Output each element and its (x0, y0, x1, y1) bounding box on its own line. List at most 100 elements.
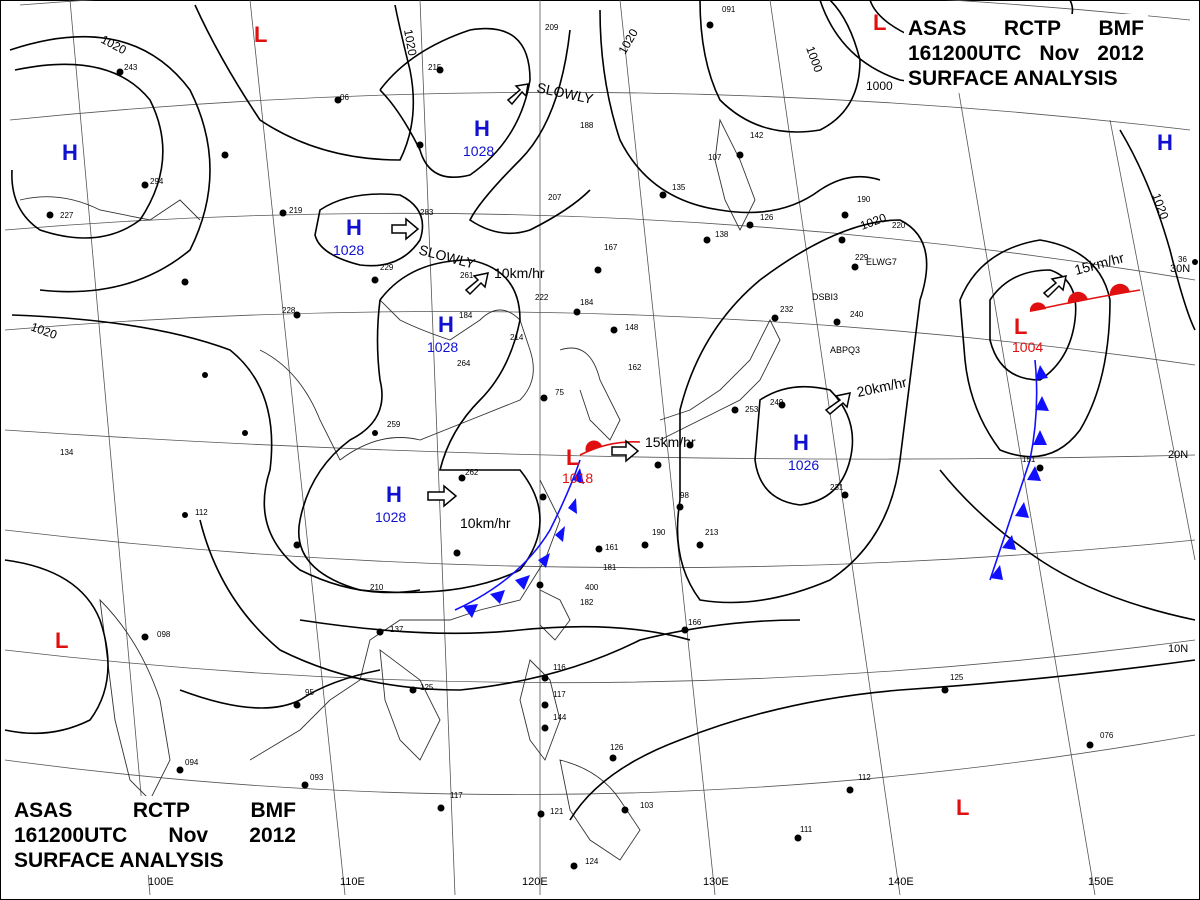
low-center: L (1014, 314, 1027, 339)
station-code: RCTP (132, 799, 191, 822)
latitude-label: 20N (1168, 449, 1188, 461)
station-plots (46, 21, 1198, 870)
svg-text:094: 094 (185, 758, 199, 767)
high-center: H (474, 116, 490, 141)
svg-text:215: 215 (428, 63, 442, 72)
analysis-year: 2012 (1097, 42, 1144, 65)
svg-text:227: 227 (60, 211, 74, 220)
station-labels: ELWG7 DSBI3 ABPQ3 (812, 257, 897, 355)
svg-text:137: 137 (390, 625, 404, 634)
svg-text:229: 229 (855, 253, 869, 262)
svg-text:188: 188 (580, 121, 594, 130)
svg-text:294: 294 (150, 177, 164, 186)
svg-text:264: 264 (457, 359, 471, 368)
svg-text:181: 181 (603, 563, 617, 572)
svg-text:262: 262 (465, 468, 479, 477)
svg-text:06: 06 (340, 93, 349, 102)
latitude-label: 30N (1170, 263, 1190, 275)
high-center: H (793, 430, 809, 455)
svg-text:36: 36 (1178, 255, 1187, 264)
cold-fronts (454, 359, 1038, 611)
high-value: 1028 (375, 509, 406, 525)
svg-text:190: 190 (857, 195, 871, 204)
svg-text:190: 190 (652, 528, 666, 537)
station-label: ELWG7 (866, 257, 897, 267)
title-block-bottom: ASAS RCTP BMF 161200UTC Nov 2012 SURFACE… (10, 796, 300, 875)
high-value: 1028 (333, 242, 364, 258)
latitude-lines (4, 0, 1196, 795)
svg-text:184: 184 (580, 298, 594, 307)
station-code: RCTP (1003, 17, 1062, 40)
svg-text:261: 261 (460, 271, 474, 280)
low-center: L (566, 445, 579, 470)
low-center: L (55, 628, 68, 653)
svg-text:166: 166 (688, 618, 702, 627)
svg-text:228: 228 (282, 306, 296, 315)
movement-label: 15km/hr (645, 434, 696, 450)
svg-text:182: 182 (580, 598, 594, 607)
svg-text:253: 253 (745, 405, 759, 414)
svg-text:125: 125 (420, 683, 434, 692)
title-block-top: ASAS RCTP BMF 161200UTC Nov 2012 SURFACE… (904, 14, 1148, 93)
svg-text:161: 161 (605, 543, 619, 552)
svg-text:076: 076 (1100, 731, 1114, 740)
svg-text:232: 232 (780, 305, 794, 314)
svg-text:103: 103 (640, 801, 654, 810)
isobar-label: 1000 (866, 79, 893, 93)
svg-text:148: 148 (625, 323, 639, 332)
longitude-label: 110E (340, 876, 365, 888)
svg-text:213: 213 (705, 528, 719, 537)
isobar-label: 1020 (401, 28, 419, 57)
cold-front-barbs (463, 365, 1049, 618)
svg-text:151: 151 (1022, 455, 1036, 464)
analysis-time: 161200UTC (14, 824, 128, 847)
longitude-label: 140E (888, 876, 914, 888)
high-center: H (346, 215, 362, 240)
svg-text:142: 142 (750, 131, 764, 140)
svg-text:222: 222 (535, 293, 549, 302)
title-line-3: SURFACE ANALYSIS (908, 66, 1144, 91)
svg-text:229: 229 (380, 263, 394, 272)
svg-text:162: 162 (628, 363, 642, 372)
station-label: DSBI3 (812, 292, 838, 302)
grid-labels: 100E 110E 120E 130E 140E 150E 20N 10N 30… (148, 263, 1190, 888)
svg-text:117: 117 (450, 791, 463, 800)
svg-text:283: 283 (420, 208, 434, 217)
high-center: H (62, 140, 78, 165)
movement-label: 10km/hr (494, 265, 545, 281)
title-line-2: 161200UTC Nov 2012 (14, 823, 296, 848)
svg-text:107: 107 (708, 153, 722, 162)
analysis-time: 161200UTC (908, 42, 1022, 65)
svg-text:144: 144 (553, 713, 567, 722)
agency-code: ASAS (908, 17, 967, 40)
svg-text:117: 117 (553, 690, 566, 699)
title-line-1: ASAS RCTP BMF (908, 16, 1144, 41)
svg-text:135: 135 (672, 183, 686, 192)
movement-label: 10km/hr (460, 515, 511, 531)
longitude-label: 130E (703, 876, 729, 888)
movement-arrows (391, 83, 1067, 508)
office-code: BMF (1098, 17, 1145, 40)
svg-text:243: 243 (124, 63, 138, 72)
low-center: L (873, 10, 886, 35)
svg-text:112: 112 (858, 773, 871, 782)
longitude-label: 100E (148, 876, 174, 888)
svg-text:125: 125 (950, 673, 964, 682)
svg-text:134: 134 (60, 448, 74, 457)
analysis-month: Nov (168, 824, 209, 847)
svg-text:95: 95 (305, 688, 314, 697)
svg-text:214: 214 (510, 333, 524, 342)
svg-text:207: 207 (548, 193, 562, 202)
high-value: 1026 (788, 457, 819, 473)
svg-text:126: 126 (610, 743, 624, 752)
analysis-type: SURFACE ANALYSIS (14, 849, 224, 872)
svg-text:124: 124 (585, 857, 599, 866)
longitude-label: 120E (522, 876, 548, 888)
low-center: L (254, 22, 267, 47)
svg-text:126: 126 (760, 213, 774, 222)
svg-text:167: 167 (604, 243, 618, 252)
station-numbers: 243 294 227 06 215 209 188 207 283 219 229 228 2… (60, 5, 1187, 866)
svg-text:259: 259 (387, 420, 401, 429)
svg-text:138: 138 (715, 230, 729, 239)
